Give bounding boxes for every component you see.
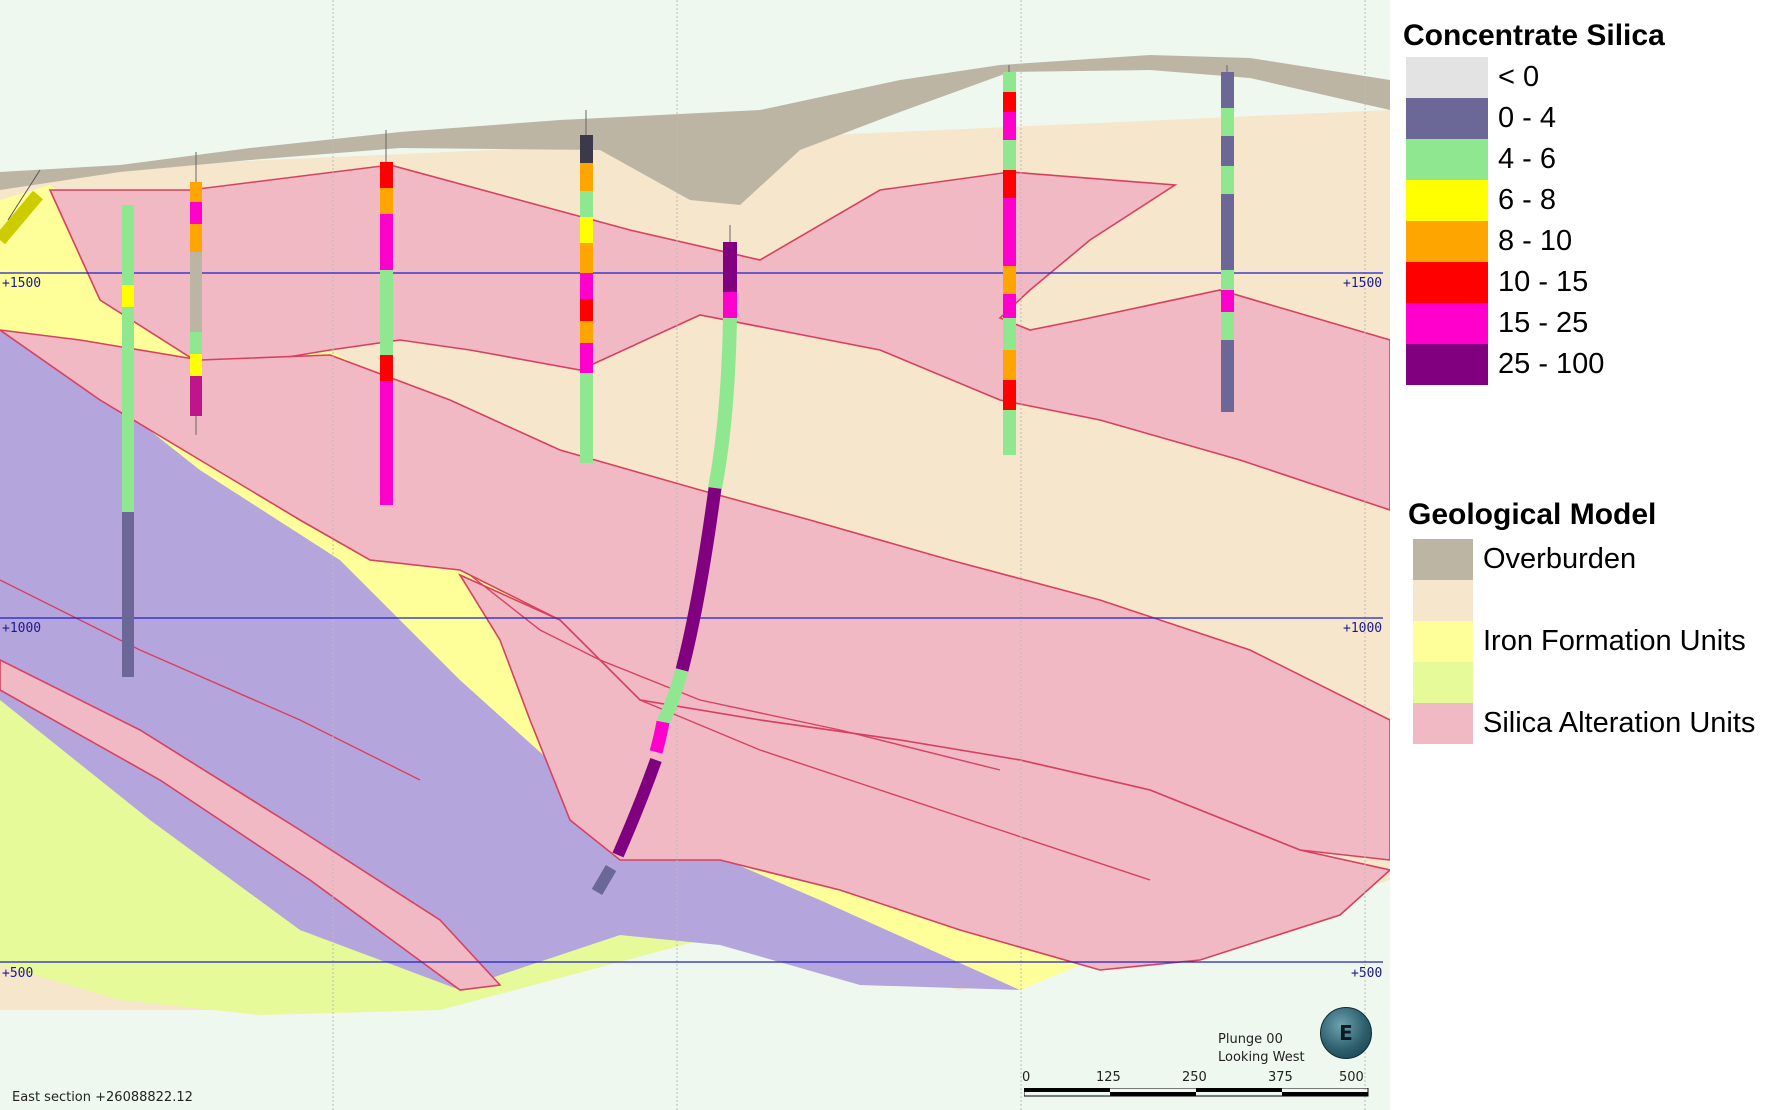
geology-legend-swatch	[1413, 539, 1473, 580]
silica-legend-swatch	[1406, 139, 1488, 180]
drill-hole-1	[0, 169, 43, 245]
plunge-label: Plunge 00	[1218, 1032, 1283, 1047]
elevation-label-1000-left: +1000	[2, 621, 42, 636]
silica-legend-item: 0 - 4	[1406, 98, 1756, 139]
looking-direction-label: Looking West	[1218, 1050, 1305, 1065]
geology-legend-title: Geological Model	[1408, 498, 1657, 531]
drill-hole-3	[190, 152, 202, 435]
elevation-label-1500-right: +1500	[1343, 276, 1383, 291]
elevation-label-500-left: +500	[2, 966, 34, 981]
geology-legend-item: Overburden	[1413, 539, 1763, 580]
silica-legend-item: 8 - 10	[1406, 221, 1756, 262]
silica-legend-item: 6 - 8	[1406, 180, 1756, 221]
silica-legend-title: Concentrate Silica	[1403, 19, 1665, 52]
geology-legend-item	[1413, 662, 1763, 703]
silica-legend-label: 6 - 8	[1498, 184, 1557, 216]
silica-legend-swatch	[1406, 221, 1488, 262]
geology-legend-label: Overburden	[1483, 543, 1637, 575]
silica-legend-swatch	[1406, 98, 1488, 139]
silica-legend-item: 10 - 15	[1406, 262, 1756, 303]
elevation-label-500-right: +500	[1351, 966, 1383, 981]
scale-bar-segment	[1282, 1092, 1368, 1096]
geology-legend-swatch	[1413, 580, 1473, 621]
drill-hole-7	[1221, 65, 1234, 412]
contact-lines	[0, 574, 1151, 881]
geological-cross-section	[0, 0, 1390, 1110]
geology-legend-item: Silica Alteration Units	[1413, 703, 1763, 744]
elevation-label-1500-left: +1500	[2, 276, 42, 291]
scale-tick-500: 500	[1339, 1070, 1364, 1085]
silica-legend-item: 4 - 6	[1406, 139, 1756, 180]
silica-legend-label: 25 - 100	[1498, 348, 1605, 380]
silica-legend-label: 8 - 10	[1498, 225, 1573, 257]
overburden-layer	[0, 55, 1390, 205]
scale-tick-0: 0	[1022, 1070, 1031, 1085]
silica-legend-swatch	[1406, 57, 1488, 98]
geology-legend-item	[1413, 580, 1763, 621]
scale-tick-375: 375	[1268, 1070, 1293, 1085]
geology-legend-swatch	[1413, 703, 1473, 744]
silica-legend-swatch	[1406, 344, 1488, 385]
geology-legend-item: Iron Formation Units	[1413, 621, 1763, 662]
scale-bar-segment	[1196, 1088, 1282, 1092]
scale-tick-250: 250	[1182, 1070, 1207, 1085]
drill-hole-6	[1003, 65, 1016, 455]
silica-legend-label: 4 - 6	[1498, 143, 1557, 175]
silica-legend-item: 25 - 100	[1406, 344, 1756, 385]
silica-legend-label: 15 - 25	[1498, 307, 1589, 339]
scale-bar	[1024, 1088, 1369, 1097]
vertical-gridlines	[332, 0, 1366, 1110]
elevation-label-1000-right: +1000	[1343, 621, 1383, 636]
geology-legend-label: Silica Alteration Units	[1483, 707, 1756, 739]
silica-legend-label: < 0	[1498, 61, 1540, 93]
scale-bar-segment	[1024, 1088, 1110, 1092]
silica-legend-swatch	[1406, 180, 1488, 221]
drill-hole-2	[122, 205, 134, 677]
scale-bar-outline	[1024, 1088, 1369, 1097]
drill-hole-4	[380, 130, 393, 505]
compass-letter: E	[1339, 1021, 1353, 1045]
silica-legend-item: < 0	[1406, 57, 1756, 98]
geology-legend-swatch	[1413, 621, 1473, 662]
section-label: East section +26088822.12	[12, 1090, 193, 1105]
compass-icon: E	[1320, 1007, 1372, 1059]
geology-legend-label: Iron Formation Units	[1483, 625, 1746, 657]
geology-legend-swatch	[1413, 662, 1473, 703]
silica-legend-item: 15 - 25	[1406, 303, 1756, 344]
scale-bar-segment	[1110, 1092, 1196, 1096]
silica-legend-swatch	[1406, 303, 1488, 344]
silica-legend-label: 10 - 15	[1498, 266, 1589, 298]
scale-tick-125: 125	[1096, 1070, 1121, 1085]
silica-alteration-lower	[457, 573, 1390, 971]
drill-hole-8	[591, 225, 737, 896]
drill-hole-5	[580, 110, 593, 463]
silica-legend-swatch	[1406, 262, 1488, 303]
silica-legend-label: 0 - 4	[1498, 102, 1557, 134]
silica-alteration-thin	[0, 659, 502, 991]
